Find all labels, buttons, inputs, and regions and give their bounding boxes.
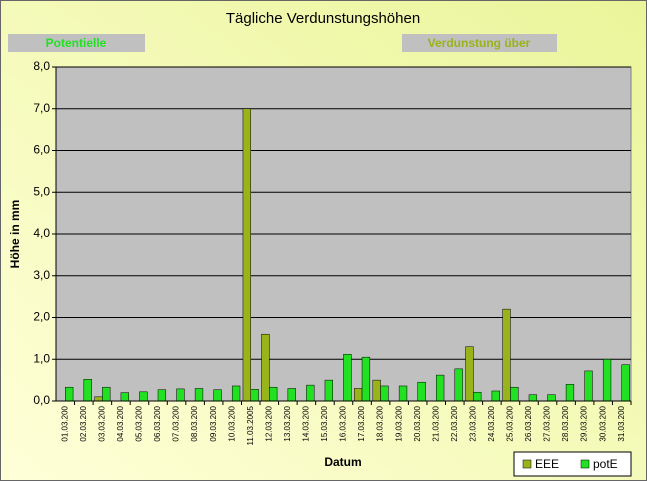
- x-tick-label: 21.03.200: [431, 405, 440, 441]
- bar: [324, 379, 333, 402]
- bar: [473, 391, 482, 402]
- x-tick-label: 02.03.200: [79, 405, 88, 441]
- x-tick-label: 26.03.200: [524, 405, 533, 441]
- bar: [65, 386, 74, 402]
- bar: [510, 386, 519, 402]
- bar: [372, 379, 381, 402]
- legend: [513, 451, 632, 477]
- bar: [83, 379, 92, 402]
- legend-swatch: [580, 459, 590, 469]
- y-tick-label: 2,0: [33, 310, 50, 324]
- x-tick-label: 09.03.200: [209, 405, 218, 441]
- bar: [465, 346, 474, 402]
- annotation: Verdunstung über: [428, 36, 531, 50]
- x-tick-label: 31.03.200: [617, 405, 626, 441]
- bar: [231, 385, 241, 402]
- x-tick-label: 10.03.200: [227, 405, 236, 441]
- x-tick-label: 16.03.200: [339, 405, 348, 441]
- legend-label: potE: [593, 457, 618, 471]
- y-tick-label: 4,0: [33, 226, 50, 240]
- x-tick-label: 30.03.200: [598, 405, 607, 441]
- bar: [380, 385, 389, 402]
- x-tick-label: 28.03.200: [561, 405, 570, 441]
- bar: [261, 333, 270, 402]
- y-tick-label: 7,0: [33, 101, 50, 115]
- x-tick-label: 12.03.200: [264, 405, 273, 441]
- annotation-box: [402, 34, 557, 52]
- x-tick-label: 07.03.200: [172, 405, 181, 441]
- legend-swatch: [522, 459, 532, 469]
- bar: [287, 388, 296, 402]
- x-tick-label: 01.03.200: [60, 405, 69, 441]
- bar: [502, 308, 511, 402]
- bar: [398, 385, 408, 402]
- bar: [139, 391, 148, 402]
- y-tick-label: 8,0: [33, 59, 50, 73]
- x-tick-label: 17.03.200: [357, 405, 366, 441]
- y-tick-label: 0,0: [33, 393, 50, 407]
- y-tick-label: 5,0: [33, 184, 50, 198]
- y-axis-label: Höhe in mm: [8, 200, 22, 269]
- bar: [602, 359, 612, 402]
- annotation-box: [8, 34, 145, 52]
- bar: [120, 392, 129, 402]
- bar: [269, 386, 278, 402]
- x-tick-label: 29.03.200: [580, 405, 589, 441]
- x-tick-label: 27.03.200: [543, 405, 552, 441]
- y-tick-label: 1,0: [33, 351, 50, 365]
- bar: [454, 368, 463, 402]
- bar: [417, 381, 426, 402]
- bar: [565, 384, 575, 402]
- x-tick-label: 04.03.200: [116, 405, 125, 441]
- bar: [354, 388, 363, 402]
- bar: [102, 386, 111, 402]
- bar: [584, 370, 593, 402]
- bar: [343, 353, 352, 402]
- bar: [213, 389, 222, 402]
- chart-title: Tägliche Verdunstungshöhen: [226, 10, 420, 27]
- x-axis-label: Datum: [324, 455, 361, 469]
- bar: [250, 389, 259, 402]
- bar: [435, 374, 445, 402]
- y-tick-label: 3,0: [33, 268, 50, 282]
- x-tick-label: 03.03.200: [97, 405, 106, 441]
- bar: [157, 389, 167, 402]
- x-tick-label: 13.03.200: [283, 405, 292, 441]
- x-tick-label: 15.03.200: [320, 405, 329, 441]
- bar: [176, 388, 185, 402]
- bar: [194, 388, 204, 402]
- x-tick-label: 22.03.200: [450, 405, 459, 441]
- x-tick-label: 06.03.200: [153, 405, 162, 441]
- x-tick-label: 19.03.200: [394, 405, 403, 441]
- bar: [528, 394, 538, 402]
- x-tick-label: 25.03.200: [506, 405, 515, 441]
- x-tick-label: 18.03.200: [376, 405, 385, 441]
- x-tick-label: 23.03.200: [468, 405, 477, 441]
- bar: [621, 364, 630, 402]
- x-tick-label: 20.03.200: [413, 405, 422, 441]
- legend-label: EEE: [535, 457, 559, 471]
- bar: [94, 396, 103, 402]
- x-tick-label: 24.03.200: [487, 405, 496, 441]
- y-tick-label: 6,0: [33, 143, 50, 157]
- bar: [242, 108, 252, 402]
- bar: [547, 394, 556, 402]
- bar: [306, 384, 315, 402]
- x-tick-label: 11.03.2005: [246, 405, 255, 445]
- annotation: Potentielle: [46, 36, 107, 50]
- x-tick-label: 05.03.200: [135, 405, 144, 441]
- bar: [361, 356, 371, 402]
- x-tick-label: 14.03.200: [302, 405, 311, 441]
- bar: [491, 390, 500, 402]
- x-tick-label: 08.03.200: [190, 405, 199, 441]
